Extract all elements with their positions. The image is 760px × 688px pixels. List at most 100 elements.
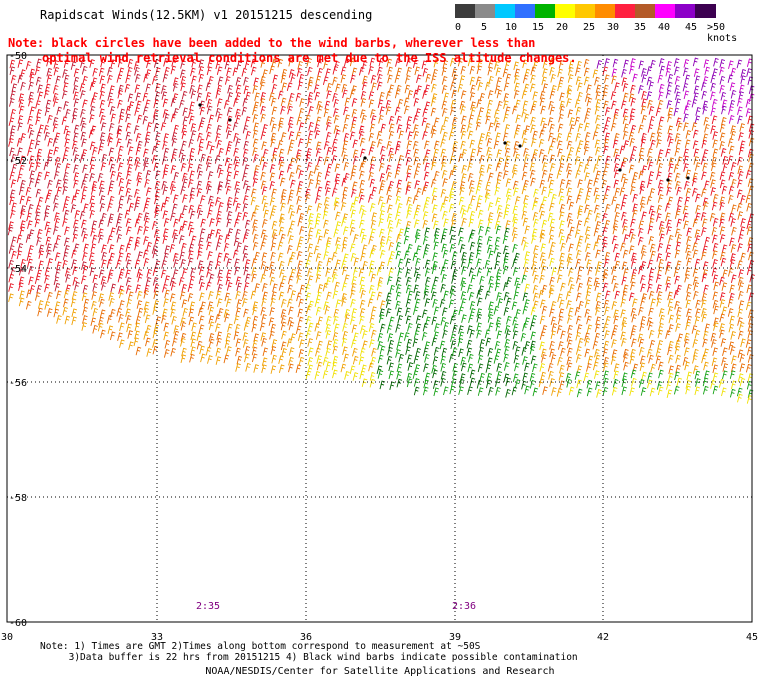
wind-barb <box>638 379 645 388</box>
wind-barb <box>430 75 437 84</box>
wind-barb <box>440 316 447 326</box>
wind-barb <box>225 298 232 308</box>
wind-barb <box>513 187 519 197</box>
wind-barb <box>208 201 215 211</box>
wind-barb <box>272 74 279 84</box>
wind-barb <box>72 233 79 243</box>
wind-barb <box>208 333 215 342</box>
wind-barb <box>280 195 286 204</box>
wind-barb <box>252 129 259 139</box>
wind-barb <box>169 180 176 190</box>
wind-barb <box>206 233 212 243</box>
wind-barb <box>712 259 718 268</box>
wind-barb <box>208 76 214 85</box>
wind-barb <box>729 99 736 109</box>
wind-barb <box>728 106 734 115</box>
wind-barb <box>379 300 386 309</box>
wind-barb <box>647 148 653 157</box>
wind-barb <box>234 161 240 171</box>
wind-barb <box>92 146 98 156</box>
wind-barb <box>674 249 681 259</box>
wind-barb <box>242 332 248 341</box>
wind-barb <box>8 221 14 230</box>
wind-barb <box>712 139 718 149</box>
wind-barb <box>594 282 601 292</box>
wind-barb <box>207 260 214 270</box>
wind-barb <box>692 249 699 259</box>
wind-barb <box>556 170 563 179</box>
wind-barb <box>595 300 601 310</box>
wind-barb <box>108 180 115 189</box>
wind-barb <box>602 386 609 396</box>
wind-barb <box>594 204 600 214</box>
wind-barb <box>269 172 276 182</box>
wind-barb <box>341 83 348 93</box>
legend-swatch <box>475 4 496 18</box>
wind-barb <box>180 75 187 85</box>
wind-barb <box>646 155 653 165</box>
wind-barb <box>532 387 539 397</box>
wind-barb <box>368 99 375 108</box>
wind-barb <box>551 193 557 203</box>
wind-barb <box>63 209 70 219</box>
wind-barb <box>44 171 50 181</box>
wind-barb <box>260 241 266 251</box>
wind-barb <box>495 225 502 235</box>
wind-barb <box>207 59 213 68</box>
wind-barb <box>566 84 573 94</box>
wind-barb <box>326 146 333 156</box>
wind-barb <box>620 331 626 341</box>
wind-barb <box>450 81 456 91</box>
wind-barb <box>164 339 171 349</box>
wind-barb <box>137 307 144 317</box>
wind-barb <box>134 107 140 116</box>
wind-barb <box>333 201 340 211</box>
wind-barb <box>623 140 630 149</box>
wind-barb <box>604 132 611 142</box>
wind-barb <box>558 76 565 86</box>
wind-barb <box>242 195 249 204</box>
wind-barb <box>100 122 107 131</box>
wind-barb <box>308 179 314 188</box>
wind-barb <box>198 266 205 275</box>
wind-barb <box>703 361 709 371</box>
wind-barb <box>703 201 709 211</box>
wind-barb <box>610 330 617 340</box>
wind-barb <box>325 121 332 131</box>
wind-barb <box>531 228 538 238</box>
wind-barb <box>307 275 314 284</box>
wind-barb <box>343 161 350 171</box>
wind-barb <box>53 146 59 156</box>
wind-barb <box>205 92 212 101</box>
wind-barb <box>163 133 169 142</box>
wind-barb <box>316 100 322 110</box>
wind-barb <box>405 172 412 182</box>
wind-barb <box>397 267 403 277</box>
wind-barb <box>62 186 68 195</box>
wind-barb <box>567 109 574 118</box>
wind-barb <box>352 267 359 276</box>
wind-barb <box>639 362 646 372</box>
wind-barb <box>497 157 504 166</box>
wind-barb <box>432 260 438 270</box>
wind-barb <box>385 106 392 115</box>
wind-barb <box>73 68 80 77</box>
wind-barb <box>710 107 716 117</box>
wind-barb <box>198 138 205 148</box>
wind-barb <box>342 346 348 356</box>
wind-barb <box>99 195 106 204</box>
wind-barb <box>119 322 125 332</box>
wind-barb <box>65 130 71 140</box>
wind-barb <box>415 245 422 254</box>
wind-barb <box>632 363 639 373</box>
wind-barb <box>178 225 185 235</box>
wind-barb <box>424 122 431 132</box>
wind-barb <box>730 244 737 253</box>
wind-barb <box>658 308 665 317</box>
wind-barb <box>493 355 500 364</box>
wind-barb <box>657 99 664 109</box>
wind-barb <box>261 141 267 150</box>
wind-barbs-layer <box>7 57 755 404</box>
wind-barb <box>386 324 393 334</box>
wind-barb <box>206 140 212 150</box>
